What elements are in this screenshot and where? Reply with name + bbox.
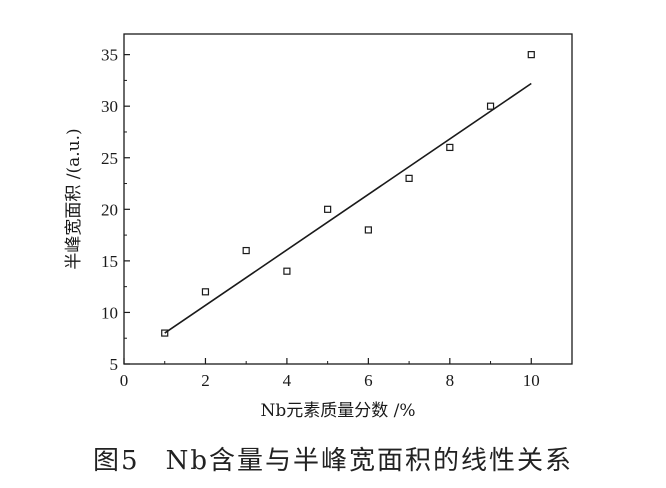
data-point xyxy=(486,102,495,110)
scatter-chart: 5 10 15 20 25 30 35 0 2 4 6 8 10 Nb元素质量分数 /% 半峰宽面积 … xyxy=(64,33,573,421)
y-tick-label: 35 xyxy=(101,46,118,65)
y-axis-title: 半峰宽面积 /(a.u.) xyxy=(64,128,84,269)
data-point xyxy=(324,205,332,213)
y-tick-label: 10 xyxy=(101,303,118,322)
y-tick-label: 20 xyxy=(101,200,118,219)
data-point xyxy=(527,51,535,59)
fit-line xyxy=(164,82,532,334)
data-point xyxy=(242,246,250,255)
caption-number: 图5 xyxy=(93,446,140,476)
data-point xyxy=(405,174,413,182)
figure-caption: 图5 Nb含量与半峰宽面积的线性关系 xyxy=(0,440,666,477)
plot-frame xyxy=(123,33,573,365)
x-axis: 0 2 4 6 8 10 xyxy=(120,358,573,390)
x-tick-label: 0 xyxy=(120,371,129,390)
y-axis: 5 10 15 20 25 30 35 xyxy=(101,46,130,374)
data-point xyxy=(283,267,291,275)
y-tick-label: 30 xyxy=(101,97,118,116)
y-tick-label: 15 xyxy=(101,252,118,271)
y-tick-label: 5 xyxy=(110,355,119,374)
data-point xyxy=(364,226,372,234)
caption-text: Nb含量与半峰宽面积的线性关系 xyxy=(165,446,573,476)
x-tick-label: 4 xyxy=(283,371,292,390)
x-tick-label: 6 xyxy=(364,371,373,390)
y-tick-label: 25 xyxy=(101,149,118,168)
data-point xyxy=(446,143,454,152)
x-tick-label: 10 xyxy=(523,371,540,390)
x-tick-label: 2 xyxy=(201,371,210,390)
x-tick-label: 8 xyxy=(446,371,455,390)
x-axis-title: Nb元素质量分数 /% xyxy=(260,401,415,421)
data-points xyxy=(161,51,535,337)
data-point xyxy=(201,288,210,296)
